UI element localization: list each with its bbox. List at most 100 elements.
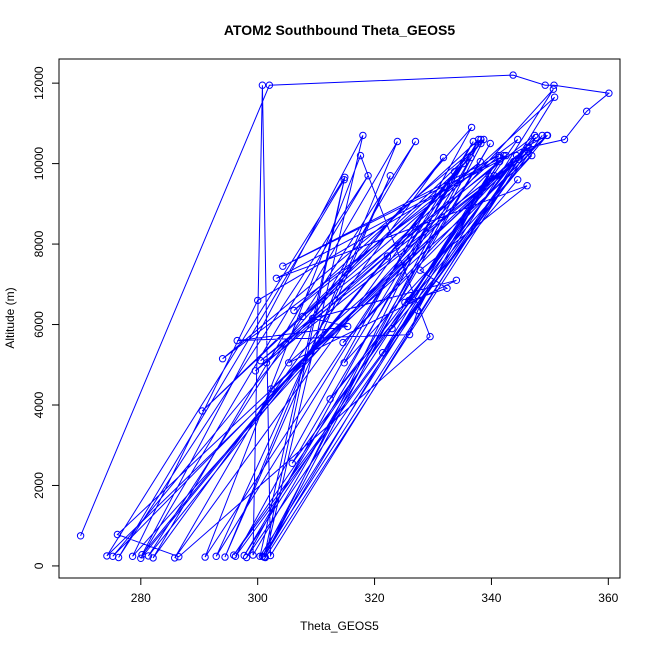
data-point [401, 298, 409, 307]
data-point [583, 107, 591, 116]
y-tick-label: 6000 [32, 311, 46, 338]
data-point [495, 153, 503, 162]
data-point [201, 553, 209, 561]
data-point [256, 552, 264, 560]
data-point [414, 306, 422, 315]
data-point [509, 71, 517, 79]
data-point [113, 530, 122, 539]
data-point [198, 407, 206, 415]
y-tick-label: 0 [32, 562, 46, 569]
data-point [459, 159, 468, 168]
data-point [175, 553, 183, 561]
x-axis: 280 300 320 340 360 [131, 577, 619, 605]
data-point [550, 93, 559, 101]
data-point [416, 266, 424, 274]
data-series [76, 71, 613, 562]
x-tick-label: 300 [248, 591, 268, 605]
x-axis-label: Theta_GEOS5 [300, 619, 379, 633]
data-point [560, 135, 569, 144]
data-point [486, 139, 494, 148]
data-point [364, 172, 372, 180]
y-tick-label: 8000 [32, 230, 46, 257]
data-point [386, 172, 394, 180]
data-point [426, 332, 434, 341]
chart-title: ATOM2 Southbound Theta_GEOS5 [224, 22, 455, 38]
data-point [231, 552, 240, 560]
data-point [242, 553, 251, 562]
data-point [474, 135, 483, 144]
data-point [509, 157, 518, 166]
data-point [340, 176, 348, 184]
data-point [254, 296, 262, 305]
data-point [230, 551, 238, 559]
data-point [393, 137, 402, 146]
data-point [514, 135, 522, 144]
data-point [128, 552, 137, 560]
data-point [144, 552, 153, 560]
data-point [477, 135, 485, 144]
data-point [279, 262, 287, 270]
x-tick-label: 280 [131, 591, 151, 605]
data-point [467, 153, 475, 162]
data-point [344, 322, 352, 331]
data-point [308, 314, 317, 323]
data-point [541, 81, 549, 89]
data-point [171, 554, 179, 562]
data-point [450, 168, 459, 176]
data-point [477, 139, 485, 148]
data-point [240, 551, 248, 560]
data-point [443, 284, 451, 292]
data-point [266, 551, 275, 560]
data-point [538, 131, 546, 140]
data-point [262, 359, 271, 367]
y-tick-label: 4000 [32, 391, 46, 418]
data-point [233, 336, 241, 345]
data-point [299, 312, 307, 321]
data-point [467, 123, 476, 132]
data-point [340, 359, 348, 367]
data-point [251, 367, 260, 375]
data-point [221, 553, 229, 561]
data-point [272, 274, 281, 282]
data-point [411, 137, 420, 146]
data-point [212, 552, 220, 560]
y-tick-label: 10000 [32, 147, 46, 181]
data-point [149, 554, 157, 562]
data-point [356, 151, 365, 160]
data-point [249, 551, 257, 559]
data-point [523, 182, 531, 190]
data-point [290, 306, 298, 315]
data-point [476, 157, 484, 166]
series-line [80, 74, 611, 559]
data-point [258, 81, 267, 89]
data-point [114, 553, 123, 562]
data-point [76, 532, 85, 540]
data-point [502, 151, 510, 160]
data-point [265, 81, 274, 89]
data-point [512, 151, 521, 160]
data-point [605, 89, 613, 97]
data-point [549, 85, 558, 93]
data-point [359, 131, 367, 140]
data-point [267, 385, 275, 393]
data-point [490, 172, 499, 180]
data-point [405, 330, 414, 339]
data-point [326, 395, 334, 403]
data-point [523, 143, 531, 152]
data-point [439, 153, 448, 162]
data-point [388, 324, 396, 333]
y-axis: 0 2000 4000 6000 8000 10000 12000 [32, 66, 60, 569]
data-point [288, 459, 296, 467]
y-tick-label: 12000 [32, 66, 46, 100]
data-point [495, 151, 503, 160]
data-point [500, 151, 508, 160]
data-point [514, 176, 522, 184]
data-point [339, 338, 347, 347]
data-point [218, 355, 227, 363]
data-point [285, 359, 293, 367]
x-tick-label: 340 [481, 591, 501, 605]
data-point [550, 81, 558, 89]
data-point [452, 276, 461, 284]
